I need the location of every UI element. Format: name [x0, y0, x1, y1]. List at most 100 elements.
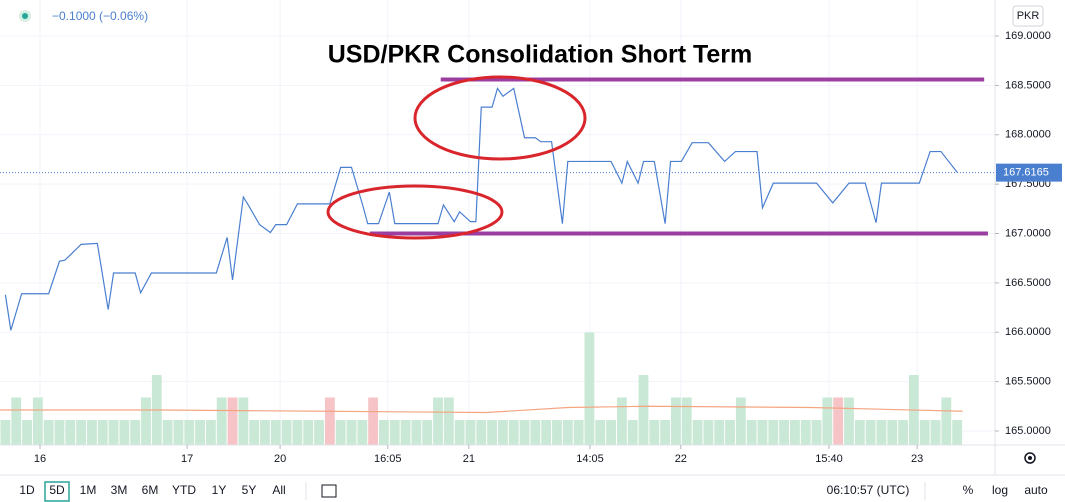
volume-bar	[65, 420, 76, 445]
volume-bar	[227, 397, 238, 445]
scale-option[interactable]: auto	[1024, 483, 1048, 497]
volume-bar	[952, 420, 963, 445]
volume-bar	[54, 420, 65, 445]
volume-bar	[173, 420, 184, 445]
status-dot	[22, 13, 28, 19]
volume-bar	[768, 420, 779, 445]
range-button[interactable]: 3M	[111, 483, 128, 497]
volume-bar	[692, 420, 703, 445]
volume-bar	[281, 420, 292, 445]
volume-bar	[184, 420, 195, 445]
volume-bar	[627, 420, 638, 445]
volume-bar	[389, 420, 400, 445]
volume-bar	[498, 420, 508, 445]
volume-ma	[0, 405, 963, 414]
volume-bar	[476, 420, 487, 445]
volume-bar	[746, 420, 757, 445]
settings-icon[interactable]	[1024, 452, 1036, 464]
volume-bar	[616, 397, 627, 445]
volume-bar	[335, 420, 346, 445]
volume-bar	[368, 397, 379, 445]
volume-bar	[303, 420, 314, 445]
currency-badge[interactable]	[1012, 5, 1044, 27]
price-line	[4, 86, 958, 331]
volume-bar	[822, 397, 833, 445]
volume-bar	[0, 420, 11, 445]
volume-bar	[573, 420, 584, 445]
volume-bar	[681, 397, 692, 445]
calendar-icon[interactable]	[321, 484, 337, 498]
volume-bar	[714, 420, 725, 445]
x-tick-label: 14:05	[576, 453, 604, 465]
scale-option[interactable]: log	[992, 483, 1008, 497]
volume-bar	[422, 420, 433, 445]
volume-bar	[606, 420, 616, 445]
volume-bar	[865, 420, 876, 445]
volume-bar	[887, 420, 898, 445]
volume-bar	[790, 420, 800, 445]
x-tick-label: 16:05	[374, 453, 402, 465]
volume-bar	[779, 420, 790, 445]
volume-bar	[844, 397, 854, 445]
range-button[interactable]: 5D	[49, 483, 65, 497]
volume-bar	[552, 420, 562, 445]
x-tick-label: 22	[675, 453, 687, 465]
volume-bar	[487, 420, 497, 445]
volume-bar	[919, 420, 930, 445]
volume-bar	[119, 420, 130, 445]
x-tick-label: 15:40	[815, 453, 843, 465]
gear-center	[1028, 456, 1032, 460]
volume-bar	[519, 420, 530, 445]
volume-bar	[97, 420, 108, 445]
y-tick-label: 165.0000	[1005, 425, 1051, 437]
currency-label: PKR	[1017, 10, 1040, 22]
volume-bar	[671, 397, 681, 445]
range-button[interactable]: 1D	[19, 483, 35, 497]
volume-bar	[811, 420, 822, 445]
range-button[interactable]: YTD	[172, 483, 196, 497]
volume-bar	[433, 397, 443, 445]
volume-bar	[725, 420, 735, 445]
clock: 06:10:57 (UTC)	[827, 483, 910, 497]
range-button[interactable]: 6M	[142, 483, 159, 497]
volume-bar	[130, 420, 141, 445]
volume-bar	[465, 420, 476, 445]
volume-bar	[162, 420, 173, 445]
volume-bar	[324, 397, 335, 445]
volume-bar	[584, 332, 595, 445]
volume-bar	[11, 397, 22, 445]
volume-bar	[833, 397, 844, 445]
volume-bar	[562, 420, 573, 445]
range-button[interactable]: All	[272, 483, 285, 497]
x-tick-label: 21	[463, 453, 475, 465]
volume-bar	[443, 397, 454, 445]
volume-bar	[411, 420, 422, 445]
x-tick-label: 17	[181, 453, 193, 465]
y-tick-label: 168.0000	[1005, 129, 1051, 141]
volume-bar	[930, 420, 941, 445]
volume	[0, 332, 963, 445]
volume-bar	[216, 397, 227, 445]
volume-bar	[32, 397, 43, 445]
range-button[interactable]: 1M	[80, 483, 97, 497]
volume-bar	[638, 375, 649, 445]
volume-bar	[292, 420, 303, 445]
y-tick-label: 167.0000	[1005, 227, 1051, 239]
volume-bar	[854, 420, 865, 445]
volume-bar	[898, 420, 908, 445]
x-tick-label: 16	[34, 453, 46, 465]
change-label: −0.1000 (−0.06%)	[52, 9, 148, 23]
range-button[interactable]: 5Y	[242, 483, 257, 497]
volume-bar	[541, 420, 552, 445]
volume-bar	[400, 420, 411, 445]
scale-option[interactable]: %	[963, 483, 974, 497]
volume-bar	[314, 420, 324, 445]
volume-bar	[530, 420, 541, 445]
range-button[interactable]: 1Y	[212, 483, 227, 497]
volume-bar	[379, 420, 389, 445]
range-selected	[44, 481, 70, 502]
volume-bar	[205, 420, 216, 445]
toolbar: 06:10:57 (UTC) 1D 5D 1M 3M 6M YTD 1Y 5Y All% log a…	[19, 481, 1048, 502]
volume-bar	[238, 397, 249, 445]
last-price-label: 167.6165	[1003, 167, 1049, 179]
